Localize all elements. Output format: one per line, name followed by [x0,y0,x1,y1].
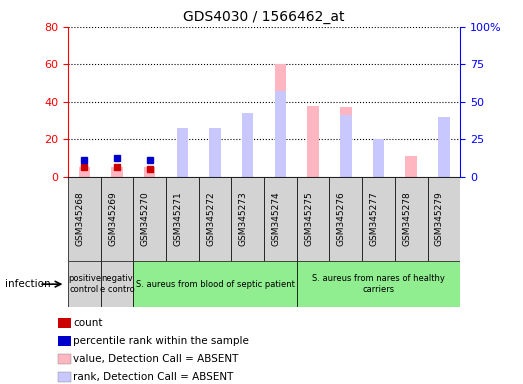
Text: GSM345269: GSM345269 [108,192,117,246]
Bar [275,64,286,177]
Text: S. aureus from nares of healthy
carriers: S. aureus from nares of healthy carriers [312,275,445,294]
Text: GSM345268: GSM345268 [75,192,84,246]
Text: value, Detection Call = ABSENT: value, Detection Call = ABSENT [73,354,238,364]
Bar [177,141,188,177]
Bar [144,167,155,177]
Bar [177,128,188,177]
Bar [111,167,123,177]
Text: GSM345271: GSM345271 [174,192,183,246]
Text: count: count [73,318,103,328]
Bar [362,177,395,261]
Bar [405,156,417,177]
Text: GSM345273: GSM345273 [239,192,248,246]
Bar [100,177,133,261]
Bar [340,115,351,177]
Text: S. aureus from blood of septic patient: S. aureus from blood of septic patient [135,280,294,289]
Bar [373,149,384,177]
Text: GSM345274: GSM345274 [271,192,280,246]
Text: infection: infection [5,279,51,289]
Text: GSM345279: GSM345279 [435,192,444,246]
Bar [100,261,133,307]
Bar [68,261,100,307]
Bar [340,108,351,177]
Text: GSM345277: GSM345277 [370,192,379,246]
Bar [133,177,166,261]
Bar [231,177,264,261]
Bar [209,137,221,177]
Bar [297,261,460,307]
Bar [166,177,199,261]
Bar [264,177,297,261]
Text: GSM345276: GSM345276 [337,192,346,246]
Bar [68,177,100,261]
Text: negativ
e contro: negativ e contro [100,275,134,294]
Bar [242,115,254,177]
Bar [199,177,231,261]
Text: GSM345270: GSM345270 [141,192,150,246]
Bar [428,177,460,261]
Text: GSM345278: GSM345278 [402,192,411,246]
Text: GSM345272: GSM345272 [206,192,215,246]
Bar [438,117,450,177]
Bar [209,128,221,177]
Bar [329,177,362,261]
Bar [395,177,428,261]
Text: rank, Detection Call = ABSENT: rank, Detection Call = ABSENT [73,372,234,382]
Text: GSM345275: GSM345275 [304,192,313,246]
Bar [438,121,450,177]
Bar [133,261,297,307]
Bar [275,91,286,177]
Bar [78,167,90,177]
Title: GDS4030 / 1566462_at: GDS4030 / 1566462_at [184,10,345,25]
Text: percentile rank within the sample: percentile rank within the sample [73,336,249,346]
Bar [242,113,254,177]
Text: positive
control: positive control [68,275,101,294]
Bar [373,139,384,177]
Bar [308,106,319,177]
Bar [297,177,329,261]
